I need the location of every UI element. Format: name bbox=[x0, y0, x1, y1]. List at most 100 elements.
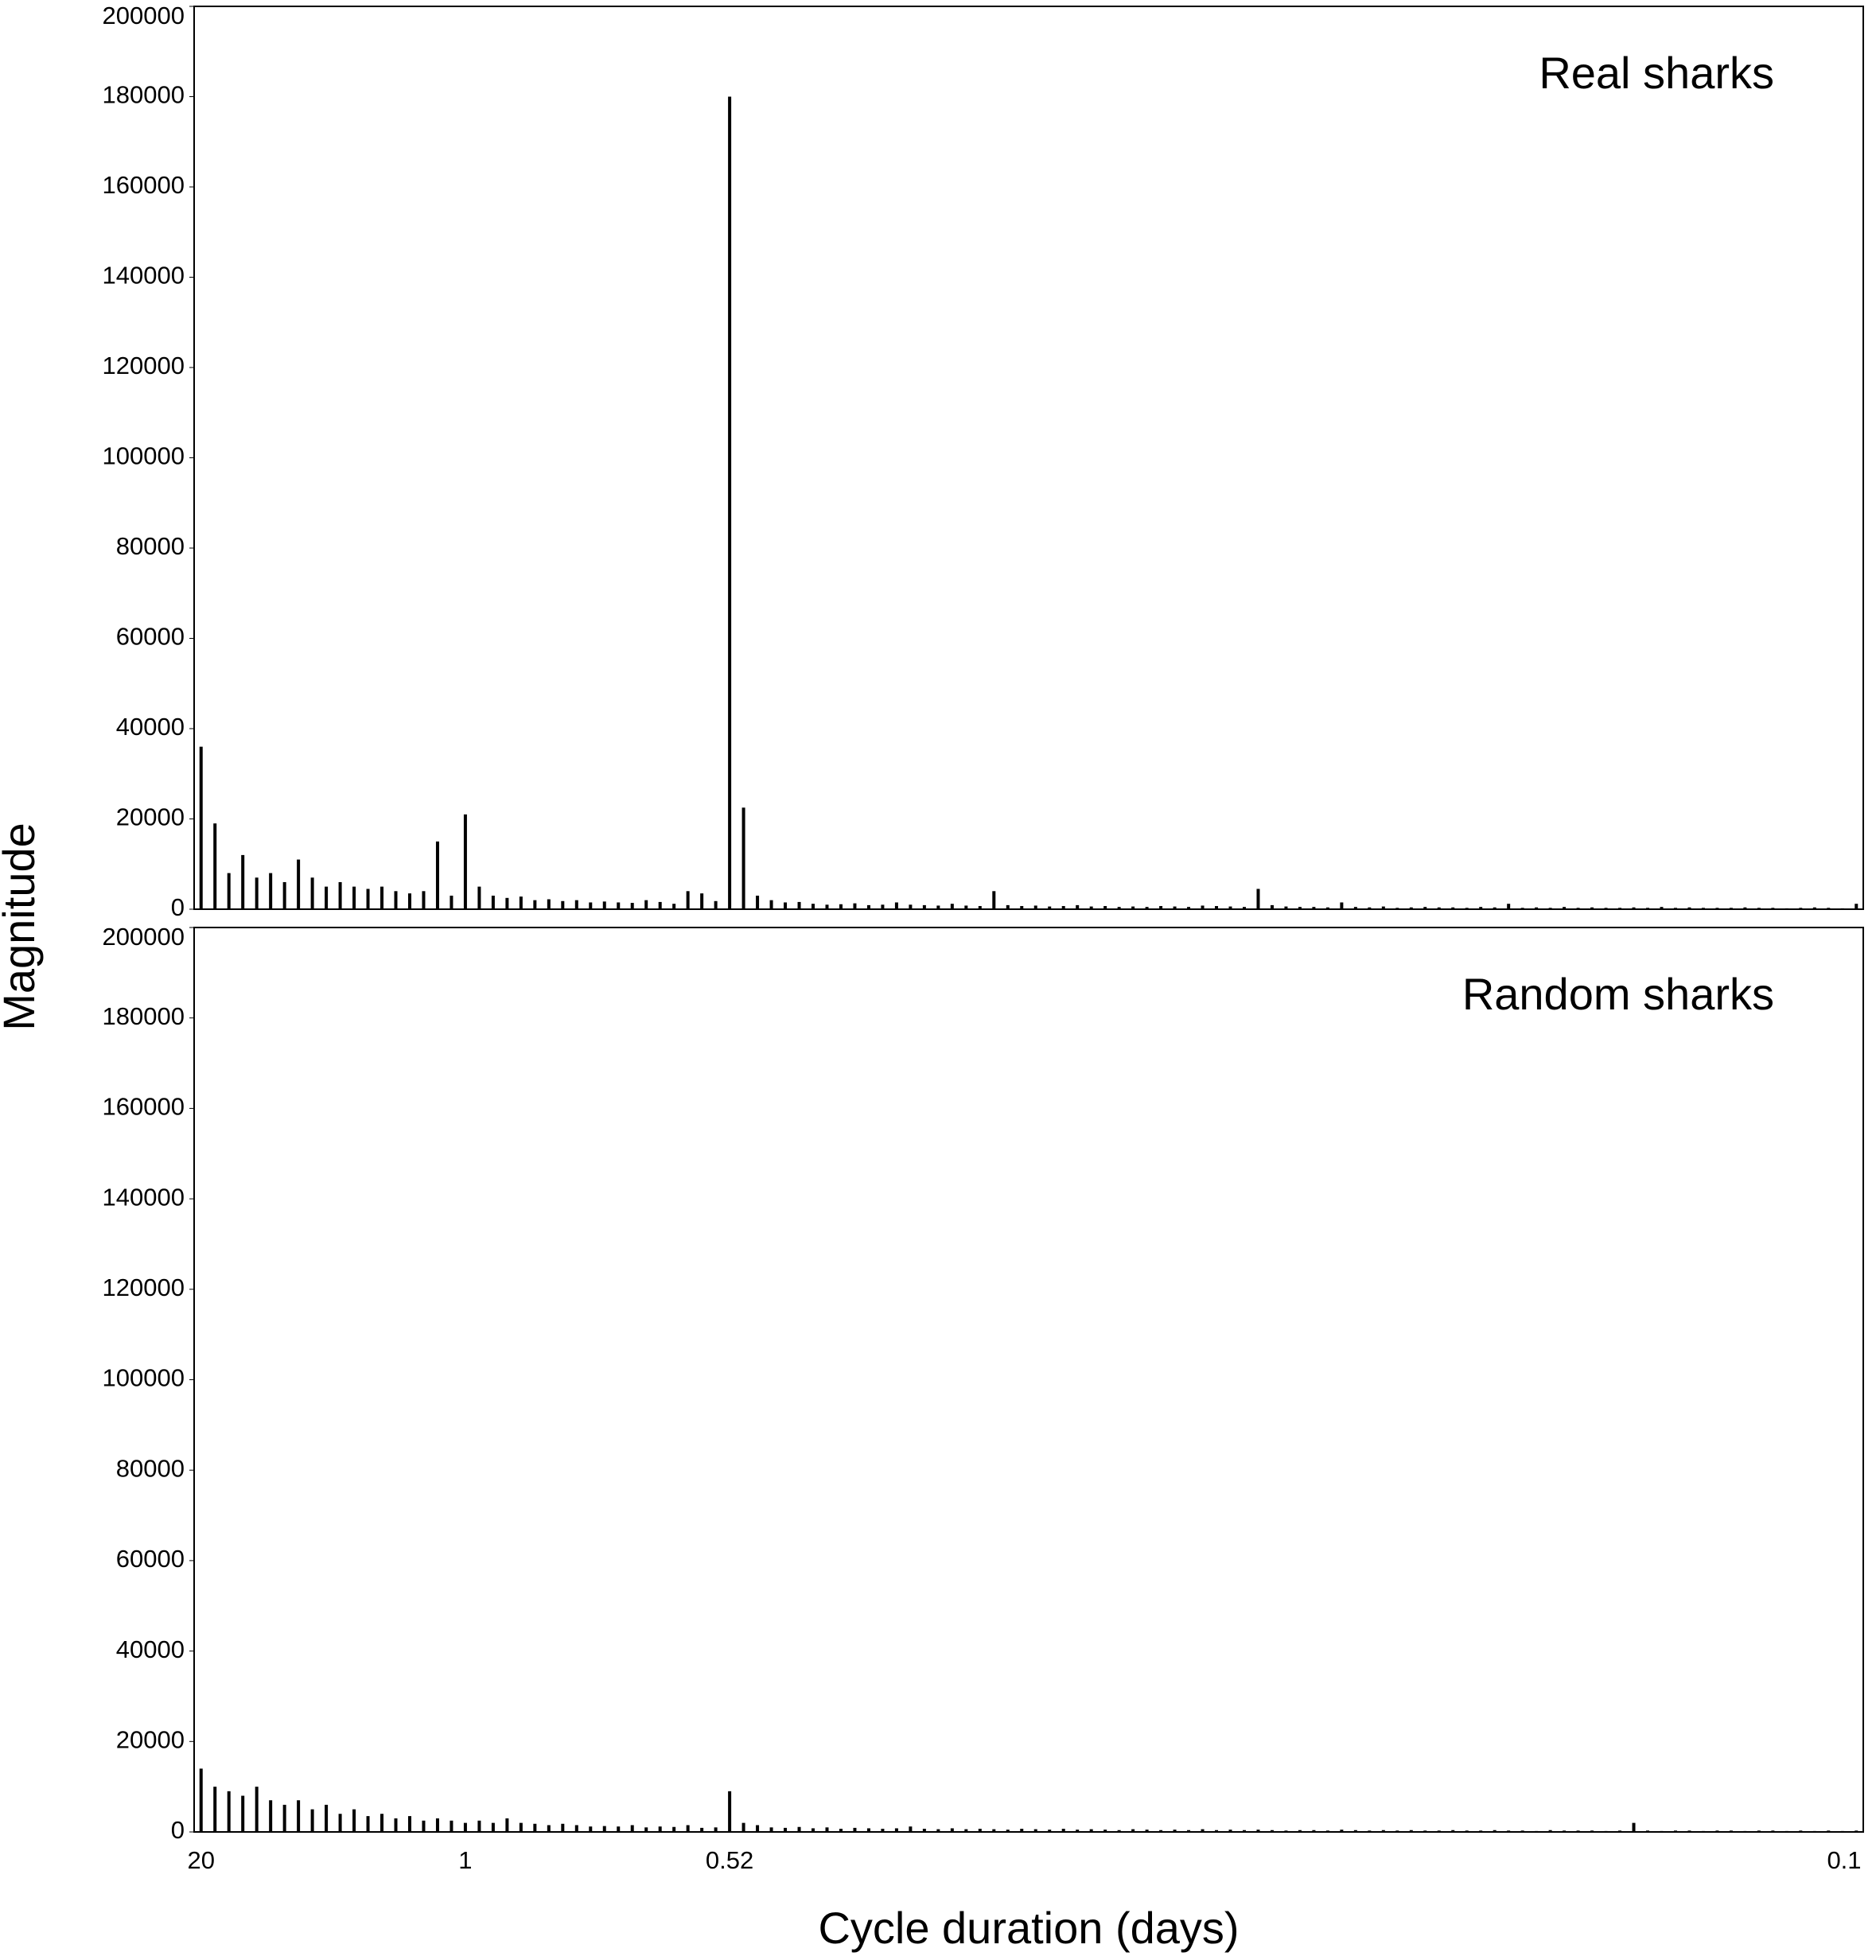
bar bbox=[463, 814, 467, 909]
bar bbox=[756, 895, 760, 909]
bar bbox=[1312, 1830, 1316, 1832]
y-tick-label: 0 bbox=[171, 893, 185, 921]
bar bbox=[756, 1825, 760, 1832]
bar bbox=[1395, 908, 1399, 909]
bar bbox=[1242, 1830, 1246, 1832]
bar bbox=[1799, 1830, 1803, 1832]
bar bbox=[1020, 1829, 1024, 1832]
bar bbox=[1632, 1822, 1636, 1832]
bar bbox=[1228, 1830, 1232, 1832]
bar bbox=[366, 1816, 370, 1832]
bar bbox=[1812, 907, 1816, 909]
bar bbox=[1187, 1830, 1191, 1832]
bar bbox=[1743, 907, 1747, 909]
y-tick-label: 0 bbox=[171, 1816, 185, 1844]
bar bbox=[686, 891, 690, 909]
bar bbox=[505, 897, 509, 909]
bar bbox=[519, 896, 523, 909]
bar bbox=[1076, 1830, 1080, 1832]
bar bbox=[574, 900, 578, 909]
bar bbox=[269, 873, 273, 909]
bar bbox=[1590, 1830, 1594, 1832]
bar bbox=[589, 1826, 593, 1832]
bar bbox=[1840, 908, 1844, 909]
bar bbox=[1576, 1830, 1580, 1832]
bar bbox=[1729, 908, 1733, 909]
bar bbox=[909, 904, 913, 909]
bar bbox=[853, 1827, 857, 1832]
bar bbox=[477, 886, 481, 909]
bar bbox=[1646, 908, 1650, 909]
bar bbox=[881, 904, 885, 909]
bar bbox=[547, 1825, 551, 1832]
bar bbox=[728, 96, 732, 909]
bar bbox=[812, 904, 815, 909]
bar bbox=[1159, 1830, 1163, 1832]
bar bbox=[1493, 907, 1497, 909]
bar bbox=[1618, 908, 1622, 909]
bar bbox=[1729, 1830, 1733, 1832]
y-tick-label: 200000 bbox=[103, 2, 185, 29]
bar bbox=[672, 1826, 676, 1832]
bar bbox=[1563, 907, 1567, 909]
bar bbox=[1103, 906, 1107, 909]
bar bbox=[310, 1809, 314, 1832]
bar bbox=[1465, 1830, 1469, 1832]
bar bbox=[1451, 907, 1455, 909]
x-tick-label: 0.1 bbox=[1827, 1846, 1861, 1874]
bar bbox=[533, 1823, 537, 1832]
x-tick-label: 20 bbox=[187, 1846, 214, 1874]
bar bbox=[1673, 1830, 1677, 1832]
bar bbox=[1117, 907, 1121, 909]
bar bbox=[1061, 906, 1065, 909]
bar bbox=[1855, 904, 1858, 909]
bar bbox=[1563, 1830, 1567, 1832]
bar bbox=[1228, 906, 1232, 909]
bar bbox=[227, 1791, 231, 1832]
bar bbox=[435, 841, 439, 909]
bar bbox=[1256, 889, 1260, 909]
bar bbox=[700, 893, 704, 909]
bar bbox=[561, 1823, 565, 1832]
bar bbox=[1131, 906, 1135, 909]
bar bbox=[853, 903, 857, 909]
bar bbox=[825, 904, 829, 909]
bar bbox=[922, 904, 926, 909]
bar bbox=[310, 877, 314, 909]
y-tick-label: 60000 bbox=[116, 1545, 185, 1573]
bar bbox=[282, 881, 286, 909]
bar bbox=[1576, 908, 1580, 909]
bar bbox=[1618, 1830, 1622, 1832]
bar bbox=[992, 891, 996, 909]
bar bbox=[1855, 1830, 1858, 1832]
bar bbox=[1451, 1830, 1455, 1832]
bar bbox=[797, 901, 801, 909]
bar bbox=[380, 886, 384, 909]
y-tick-label: 140000 bbox=[103, 1183, 185, 1211]
bar bbox=[1284, 906, 1288, 909]
bar bbox=[561, 900, 565, 909]
bar bbox=[617, 902, 621, 909]
y-tick-label: 100000 bbox=[103, 442, 185, 470]
bar bbox=[1173, 906, 1177, 909]
bar bbox=[1103, 1830, 1107, 1832]
bar bbox=[1381, 1830, 1385, 1832]
bar bbox=[491, 1822, 495, 1832]
bar bbox=[255, 1787, 259, 1832]
bar bbox=[602, 901, 606, 909]
bar bbox=[1089, 906, 1093, 909]
bar bbox=[1159, 906, 1163, 909]
bar bbox=[1479, 1830, 1483, 1832]
bar bbox=[1131, 1829, 1135, 1832]
bar bbox=[1145, 1830, 1149, 1832]
bar bbox=[547, 899, 551, 909]
bar bbox=[435, 1818, 439, 1832]
bar bbox=[1757, 908, 1761, 909]
bar bbox=[394, 891, 398, 909]
bar bbox=[1812, 1830, 1816, 1832]
bar bbox=[589, 902, 593, 909]
bar bbox=[491, 895, 495, 909]
bar bbox=[1757, 1830, 1761, 1832]
bar bbox=[617, 1826, 621, 1832]
